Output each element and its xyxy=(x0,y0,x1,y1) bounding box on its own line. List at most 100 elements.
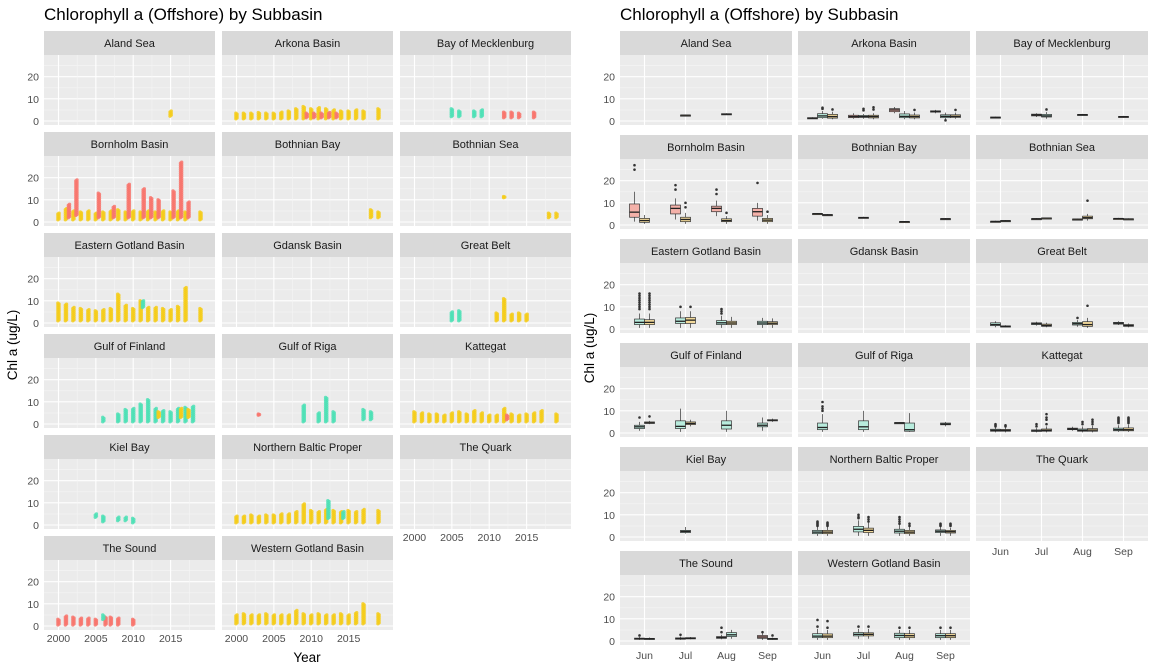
facet-strip xyxy=(222,435,393,459)
box-jun xyxy=(817,400,828,432)
panel-bothnian-sea: Bothnian Sea xyxy=(400,132,571,226)
data-point xyxy=(169,308,173,312)
x-tick-label: 2015 xyxy=(515,532,539,544)
data-point xyxy=(271,513,275,517)
data-point xyxy=(112,204,117,209)
box-jul xyxy=(858,410,869,432)
data-point xyxy=(127,182,132,187)
box-jul xyxy=(685,305,696,328)
data-point xyxy=(531,110,536,114)
box-jun xyxy=(644,637,655,640)
outlier-point xyxy=(679,305,682,309)
data-point xyxy=(509,412,513,416)
data-point xyxy=(101,613,105,617)
outlier-point xyxy=(648,296,651,300)
data-point xyxy=(272,613,277,617)
x-tick-label: Sep xyxy=(758,650,777,662)
data-point xyxy=(280,512,284,516)
data-point xyxy=(280,613,284,617)
outlier-point xyxy=(1081,422,1084,426)
panel-kiel-bay: Kiel Bay 0 10 20 xyxy=(603,447,792,544)
panel-gdansk-basin: Gdansk Basin xyxy=(222,233,393,327)
outlier-point xyxy=(826,521,829,524)
x-axis-title: Year xyxy=(293,650,321,665)
outlier-point xyxy=(867,520,870,523)
box-body xyxy=(670,204,681,215)
data-point xyxy=(198,210,202,214)
box-sep xyxy=(767,634,778,640)
data-point xyxy=(154,305,158,310)
outlier-point xyxy=(857,515,860,519)
data-point xyxy=(249,111,253,115)
data-point xyxy=(354,108,359,112)
facet-strip xyxy=(400,435,571,459)
outlier-point xyxy=(1076,316,1079,320)
data-point xyxy=(510,312,514,316)
y-tick-label: 10 xyxy=(27,296,39,308)
panel-the-quark: The Quark Jun Jul Aug Sep xyxy=(976,447,1148,558)
data-point xyxy=(317,106,322,110)
data-point xyxy=(509,110,513,114)
panel-northern-baltic-proper: Northern Baltic Proper xyxy=(798,447,970,541)
data-point xyxy=(331,410,335,414)
y-tick-label: 0 xyxy=(609,532,615,544)
data-point xyxy=(94,512,99,516)
outlier-point xyxy=(898,522,901,526)
panel-bothnian-bay: Bothnian Bay xyxy=(798,135,970,229)
data-point xyxy=(368,410,373,414)
data-point xyxy=(427,412,431,416)
y-tick-label: 10 xyxy=(27,599,39,611)
facet-label: Western Gotland Basin xyxy=(251,543,364,555)
data-point xyxy=(175,304,180,309)
outlier-point xyxy=(771,634,774,637)
box-jun xyxy=(812,213,823,216)
outlier-point xyxy=(939,522,942,526)
facet-label: Gdansk Basin xyxy=(850,246,918,258)
panel-background xyxy=(400,257,571,327)
outlier-point xyxy=(857,625,860,628)
outlier-point xyxy=(826,626,829,630)
data-point xyxy=(328,110,332,115)
box-sep xyxy=(950,108,961,119)
box-jun xyxy=(812,618,823,640)
box-jun xyxy=(1000,423,1011,433)
data-point xyxy=(132,209,136,213)
panel-gulf-of-finland: Gulf of Finland 0 10 20 xyxy=(603,343,792,440)
data-point xyxy=(319,111,323,115)
x-tick-label: Sep xyxy=(1114,546,1133,558)
panel-kattegat: Kattegat xyxy=(976,343,1148,437)
data-point xyxy=(191,404,196,408)
box-sep xyxy=(940,218,951,221)
facet-strip xyxy=(976,447,1148,471)
facet-label: Bay of Mecklenburg xyxy=(437,38,534,50)
panel-background xyxy=(976,471,1148,541)
facet-label: Bothnian Bay xyxy=(851,142,917,154)
panel-background xyxy=(976,55,1148,125)
panel-gulf-of-riga: Gulf of Riga xyxy=(798,343,970,437)
facet-label: Eastern Gotland Basin xyxy=(651,246,761,258)
panel-eastern-gotland-basin: Eastern Gotland Basin 0 10 20 xyxy=(27,233,215,330)
y-tick-label: 0 xyxy=(33,621,39,633)
right-chart: Chlorophyll a (Offshore) by Subbasin Alan… xyxy=(582,5,1148,662)
y-tick-label: 10 xyxy=(27,397,39,409)
panel-western-gotland-basin: Western Gotland Basin 2000 2005 2010 2015 xyxy=(222,536,393,645)
facet-label: Kiel Bay xyxy=(109,442,150,454)
facet-strip xyxy=(620,447,792,471)
box-body xyxy=(675,420,686,429)
data-point xyxy=(93,309,97,313)
data-point xyxy=(156,410,160,414)
facet-strip xyxy=(44,31,215,55)
x-tick-label: Jun xyxy=(814,650,831,662)
data-point xyxy=(257,514,262,518)
facet-strip xyxy=(798,551,970,575)
facet-strip xyxy=(976,343,1148,367)
box-jun xyxy=(822,521,833,536)
data-point xyxy=(124,515,129,519)
data-point xyxy=(457,309,461,313)
box-aug xyxy=(909,108,920,120)
data-point xyxy=(102,308,106,312)
panel-background xyxy=(400,55,571,125)
data-point xyxy=(115,412,120,416)
data-point xyxy=(87,616,91,620)
y-tick-label: 20 xyxy=(603,176,615,188)
